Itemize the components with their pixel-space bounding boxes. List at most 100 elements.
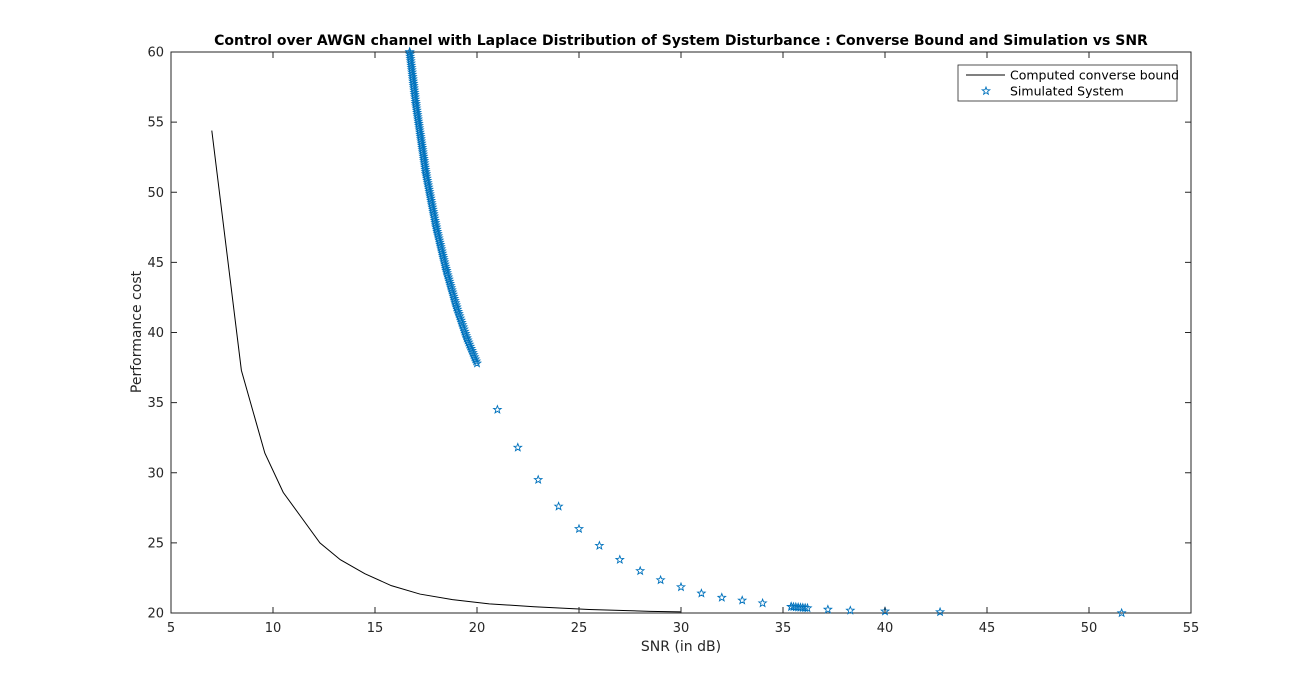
simulated-point-marker (460, 328, 471, 338)
y-tick-label: 55 (147, 116, 164, 131)
legend-label-converse-bound: Computed converse bound (1010, 68, 1179, 83)
simulated-point-marker (410, 98, 421, 109)
simulated-point-marker (432, 228, 443, 239)
simulated-point-marker (433, 230, 444, 241)
simulated-point-marker (458, 323, 469, 334)
x-tick-label: 15 (367, 621, 384, 636)
simulated-point-marker (461, 332, 472, 343)
x-tick-label: 50 (1081, 621, 1098, 636)
simulated-point-marker (471, 355, 482, 366)
simulated-point-marker (446, 282, 457, 293)
x-tick-label: 45 (979, 621, 996, 636)
simulated-point-marker (441, 267, 453, 278)
simulated-point-marker (935, 606, 946, 617)
simulated-point-marker (655, 574, 666, 585)
ticks-layer: 5 10 15 20 25 30 35 40 45 50 55 20 25 30 35 40 45 50 55 60 (147, 46, 1199, 637)
simulated-point-marker (450, 299, 462, 310)
simulated-point-marker (438, 254, 449, 265)
simulated-point-marker (461, 330, 472, 341)
y-tick-label: 40 (147, 326, 164, 341)
simulated-point-marker (737, 595, 748, 605)
simulated-point-marker (439, 258, 450, 269)
simulated-point-marker (459, 326, 470, 336)
simulated-point-marker (553, 501, 564, 511)
x-tick-label: 5 (167, 621, 175, 636)
simulated-point-marker (470, 353, 481, 364)
simulated-point-marker (449, 295, 460, 306)
simulated-point-marker (466, 343, 477, 353)
simulated-point-marker (420, 168, 432, 179)
simulated-point-marker (757, 597, 768, 608)
simulated-point-marker (464, 339, 475, 349)
x-tick-label: 25 (571, 621, 588, 636)
plot-area (170, 51, 1192, 614)
x-tick-label: 30 (673, 621, 690, 636)
y-tick-label: 35 (147, 396, 164, 411)
simulated-point-marker (802, 602, 813, 613)
simulated-point-marker (458, 321, 469, 332)
data-layer (211, 46, 1127, 618)
simulated-point-marker (465, 341, 476, 351)
simulated-point-marker (440, 261, 451, 271)
simulated-point-marker (466, 345, 477, 356)
simulated-point-marker (822, 604, 833, 614)
simulated-point-marker (447, 289, 459, 299)
simulated-point-marker (448, 291, 459, 301)
legend-star-marker (980, 85, 992, 96)
simulated-point-marker (435, 241, 446, 252)
simulated-point-marker (444, 278, 456, 288)
simulated-point-marker (437, 250, 448, 260)
simulated-point-marker (454, 310, 465, 321)
simulated-point-marker (441, 265, 452, 276)
simulated-point-marker (456, 317, 467, 327)
simulated-point-marker (492, 404, 503, 414)
simulated-point-marker (451, 301, 462, 312)
simulated-point-marker (469, 351, 480, 362)
simulated-point-marker (435, 239, 446, 249)
chart-title: Control over AWGN channel with Laplace D… (214, 33, 1148, 49)
simulated-point-marker (443, 274, 454, 284)
simulated-point-marker (436, 243, 447, 254)
y-tick-label: 50 (147, 186, 164, 201)
y-tick-label: 60 (147, 46, 164, 61)
y-tick-label: 30 (147, 466, 164, 481)
simulated-point-marker (444, 276, 455, 286)
simulated-point-marker (453, 308, 464, 319)
simulated-point-marker (455, 312, 466, 323)
x-axis-label: SNR (in dB) (641, 639, 721, 655)
legend-star-swatch (980, 85, 992, 96)
simulated-point-marker (786, 601, 797, 611)
simulated-point-marker (468, 349, 479, 360)
simulated-point-marker (445, 280, 456, 291)
simulated-point-marker (449, 293, 460, 303)
simulated-point-marker (447, 286, 458, 297)
simulated-point-marker (533, 474, 544, 485)
simulated-point-marker (457, 319, 468, 330)
simulated-point-marker (431, 222, 442, 232)
y-tick-label: 45 (147, 256, 164, 271)
simulated-point-marker (439, 256, 450, 267)
simulated-point-marker (845, 605, 856, 615)
x-tick-label: 40 (877, 621, 894, 636)
simulated-point-marker (471, 358, 483, 368)
simulated-point-marker (573, 523, 585, 534)
simulated-point-marker (467, 347, 478, 358)
simulated-point-marker (440, 263, 451, 273)
x-tick-label: 55 (1183, 621, 1200, 636)
y-tick-label: 25 (147, 536, 164, 551)
simulated-point-marker (455, 315, 467, 325)
simulated-point-marker (438, 252, 449, 263)
series-simulated-system (404, 46, 1127, 618)
simulated-point-marker (431, 224, 442, 234)
simulated-point-marker (434, 235, 445, 245)
simulated-point-marker (635, 565, 646, 576)
simulated-point-marker (450, 297, 461, 308)
simulated-point-marker (675, 581, 687, 592)
simulated-point-marker (437, 248, 448, 258)
simulated-point-marker (696, 588, 707, 598)
x-tick-label: 10 (265, 621, 282, 636)
legend-box (957, 64, 1178, 102)
simulated-point-marker (512, 442, 523, 452)
simulated-point-marker (594, 540, 605, 550)
